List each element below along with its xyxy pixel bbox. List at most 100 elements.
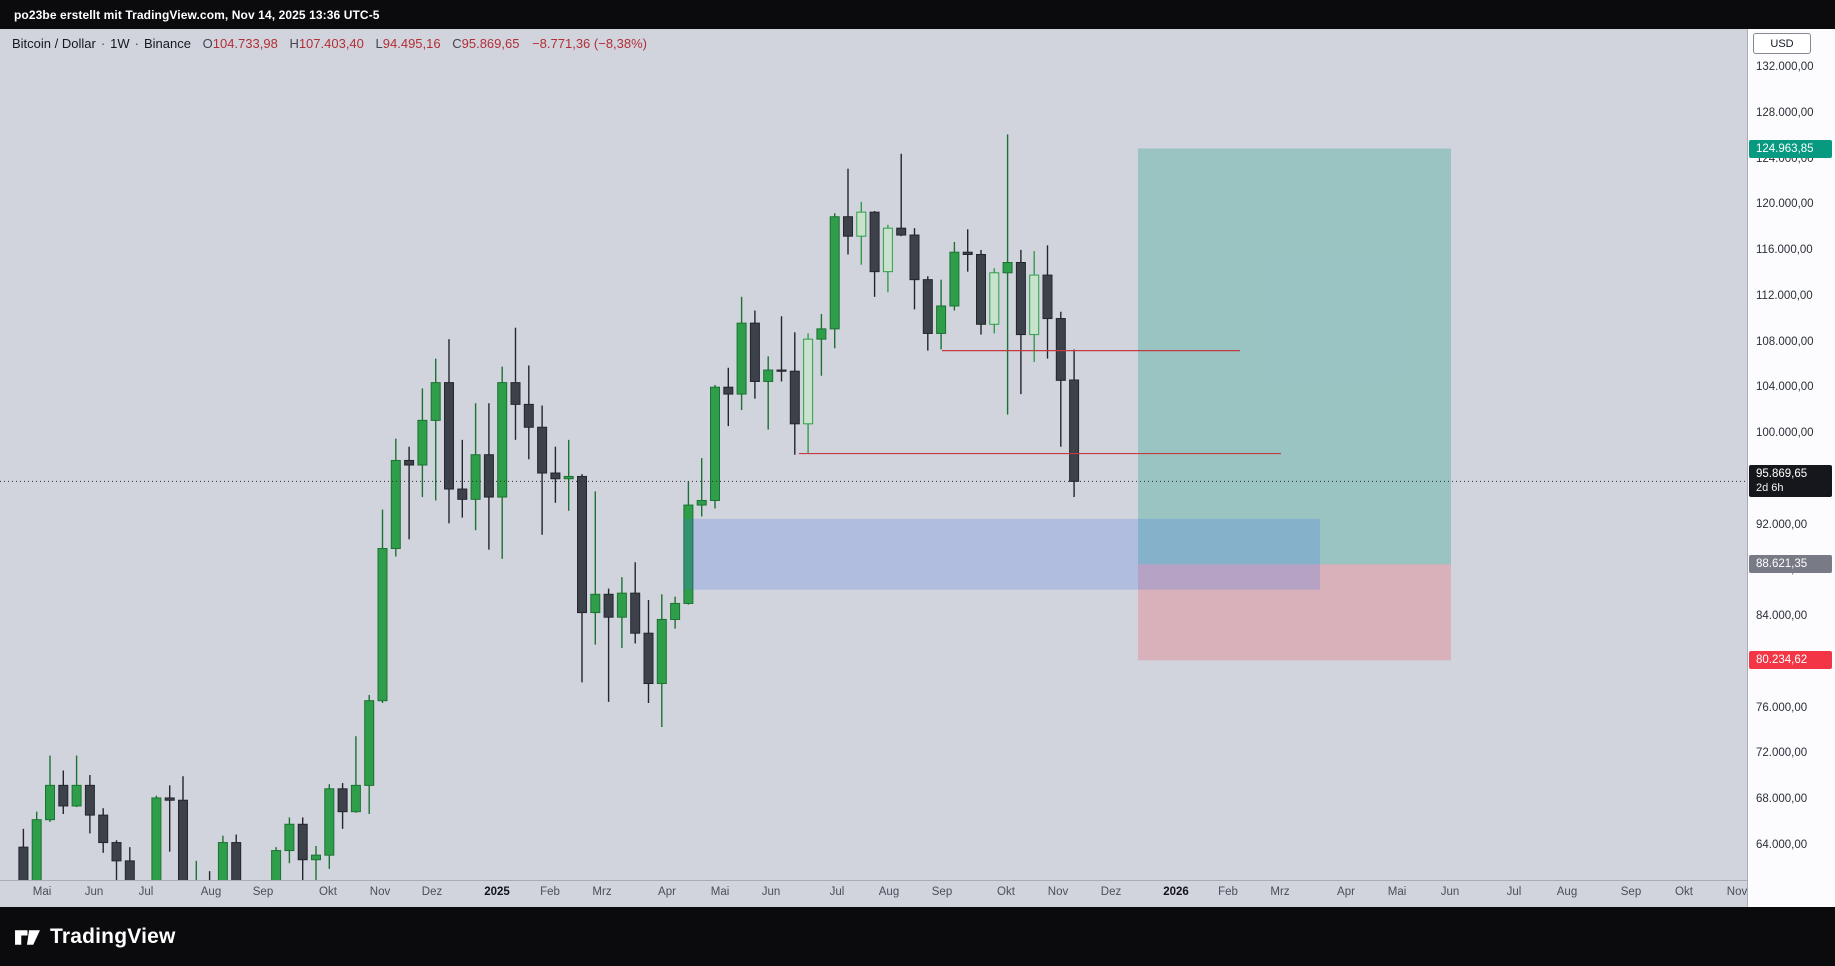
candle — [577, 474, 587, 683]
candle — [217, 835, 228, 880]
candle — [829, 213, 840, 349]
candle — [208, 871, 211, 880]
time-axis-month-label: Aug — [878, 886, 900, 898]
time-axis-month-label: Jun — [84, 886, 104, 898]
price-tick: 104.000,00 — [1756, 381, 1814, 394]
candle — [869, 211, 880, 297]
candle — [444, 339, 454, 524]
time-axis-month-label: Okt — [1675, 886, 1693, 898]
time-axis-month-label: Mai — [710, 886, 730, 898]
candle — [510, 327, 521, 440]
open-label: O — [202, 36, 213, 51]
candle — [45, 755, 55, 822]
candle — [763, 356, 774, 430]
price-tick: 112.000,00 — [1756, 289, 1813, 302]
close-value: 95.869,65 — [461, 36, 520, 51]
exchange-label[interactable]: Binance — [144, 36, 191, 51]
candle — [922, 276, 933, 351]
candle — [271, 847, 282, 880]
tradingview-logo-icon — [15, 930, 40, 945]
time-axis-year-label: 2025 — [484, 886, 510, 898]
candle — [1055, 311, 1066, 447]
high-value: 107.403,40 — [298, 36, 364, 51]
candle — [590, 491, 601, 645]
candlestick-chart — [0, 134, 1747, 880]
time-axis-month-label: Nov — [1047, 886, 1069, 898]
price-tick: 92.000,00 — [1756, 518, 1808, 531]
candle — [58, 770, 69, 814]
interval-label[interactable]: 1W — [110, 36, 130, 51]
tradingview-wordmark[interactable]: TradingView — [50, 924, 176, 948]
candle — [856, 201, 867, 265]
candle — [98, 808, 109, 853]
candle — [537, 405, 548, 535]
attribution-text: po23be erstellt mit TradingView.com, Nov… — [14, 7, 380, 22]
candle — [231, 834, 242, 880]
chart-plot-area[interactable]: Bitcoin / Dollar · 1W · Binance O104.733,98 … — [0, 29, 1747, 880]
candle — [324, 784, 335, 869]
currency-toggle-button[interactable]: USD — [1753, 33, 1811, 54]
price-tick: 132.000,00 — [1756, 61, 1814, 73]
candle — [124, 847, 135, 880]
price-tick: 128.000,00 — [1756, 106, 1814, 119]
chart-legend: Bitcoin / Dollar · 1W · Binance O104.733,98 … — [12, 36, 647, 51]
candle — [311, 846, 321, 880]
candle — [430, 358, 441, 501]
candle — [550, 446, 561, 503]
candle — [483, 403, 494, 550]
stop-price-label: 80.234,62 — [1749, 651, 1832, 670]
stop-zone-box[interactable] — [1138, 564, 1451, 661]
candle — [630, 562, 641, 644]
candle — [949, 241, 960, 311]
candle — [976, 249, 986, 335]
separator-dot: · — [134, 36, 139, 51]
candle — [71, 755, 82, 808]
time-axis-month-label: Aug — [200, 886, 222, 898]
candle — [523, 365, 534, 460]
candle — [350, 736, 361, 813]
profit-zone-box[interactable] — [1138, 148, 1451, 565]
candle — [377, 509, 388, 703]
demand-zone-box[interactable] — [683, 518, 1320, 590]
bar-countdown: 2d 6h — [1756, 482, 1784, 495]
time-axis-month-label: Jul — [829, 886, 845, 898]
target-price-label: 124.963,85 — [1749, 139, 1832, 158]
candle — [803, 333, 814, 454]
time-axis-month-label: Jul — [138, 886, 154, 898]
close-label: C — [452, 36, 462, 51]
tradingview-brand[interactable]: TradingView — [14, 923, 176, 950]
candle — [909, 228, 920, 310]
time-axis-month-label: Mrz — [1270, 886, 1290, 898]
candle — [84, 775, 95, 834]
change-value: −8.771,36 (−8,38%) — [532, 36, 648, 51]
candle — [195, 860, 198, 880]
candle — [723, 367, 734, 427]
candle — [563, 439, 574, 511]
price-tick: 120.000,00 — [1756, 198, 1814, 211]
time-axis-month-label: Nov — [369, 886, 391, 898]
candle — [603, 588, 614, 702]
candle — [18, 828, 29, 880]
price-tick: 116.000,00 — [1756, 244, 1813, 257]
time-axis-month-label: Jul — [1506, 886, 1522, 898]
open-value: 104.733,98 — [212, 36, 278, 51]
symbol-title[interactable]: Bitcoin / Dollar — [12, 36, 96, 51]
candle — [616, 577, 627, 649]
separator-dot: · — [100, 36, 106, 51]
time-axis-month-label: Mai — [32, 886, 52, 898]
time-axis-month-label: Sep — [252, 886, 274, 898]
candle — [789, 332, 800, 455]
candle — [670, 596, 681, 629]
candle — [31, 811, 42, 880]
candle — [816, 313, 827, 376]
price-axis[interactable]: USD 132.000,00 128.000,00 124.000,00 120.00… — [1747, 29, 1835, 907]
candle — [470, 403, 481, 531]
candle — [896, 153, 907, 237]
candle — [643, 600, 654, 703]
price-tick: 84.000,00 — [1756, 610, 1808, 623]
candle — [364, 694, 375, 814]
candle — [776, 316, 787, 382]
time-axis[interactable]: Mai Jun Jul Aug Sep Okt Nov Dez 2025 Feb Mrz Apr Mai… — [0, 880, 1747, 908]
time-axis-month-label: Jun — [1440, 886, 1460, 898]
